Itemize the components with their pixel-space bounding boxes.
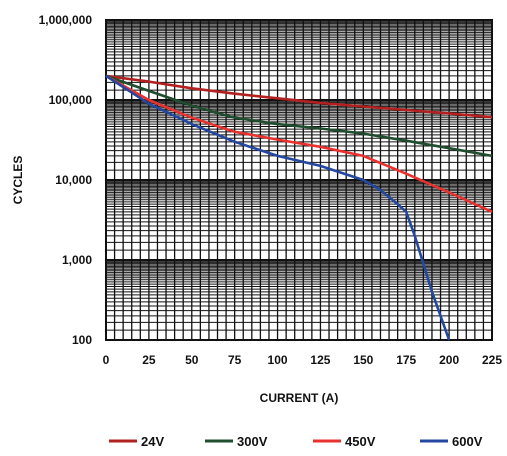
plot-frame <box>105 19 493 341</box>
x-axis-label: CURRENT (A) <box>260 391 339 405</box>
y-tick-label: 100 <box>72 333 92 347</box>
x-tick-label: 150 <box>353 353 373 367</box>
x-tick-label: 200 <box>439 353 459 367</box>
x-tick-label: 50 <box>185 353 199 367</box>
series-line-300v <box>105 74 493 158</box>
series-line-24v <box>105 74 493 119</box>
x-tick-label: 175 <box>396 353 416 367</box>
x-tick-label: 75 <box>228 353 242 367</box>
grid <box>106 20 492 341</box>
y-tick-label: 1,000 <box>62 253 92 267</box>
legend-label: 450V <box>345 434 376 449</box>
series-line-600v <box>105 74 451 341</box>
series-layer <box>105 74 493 341</box>
x-tick-label: 125 <box>310 353 330 367</box>
legend-label: 24V <box>141 434 164 449</box>
y-tick-label: 100,000 <box>49 93 93 107</box>
y-tick-labels: 100 1,000 10,000 100,000 1,000,000 <box>39 13 93 347</box>
x-tick-label: 100 <box>268 353 288 367</box>
y-tick-label: 10,000 <box>55 173 92 187</box>
x-tick-label: 0 <box>103 353 110 367</box>
y-tick-label: 1,000,000 <box>39 13 93 27</box>
x-tick-label: 25 <box>142 353 156 367</box>
legend: 24V 300V 450V 600V <box>109 434 483 449</box>
legend-label: 300V <box>237 434 268 449</box>
x-tick-labels: 0 25 50 75 100 125 150 175 200 225 <box>103 353 503 367</box>
y-axis-label: CYCLES <box>11 156 25 205</box>
series-line-450v <box>105 74 493 213</box>
x-tick-label: 225 <box>482 353 502 367</box>
legend-label: 600V <box>452 434 483 449</box>
